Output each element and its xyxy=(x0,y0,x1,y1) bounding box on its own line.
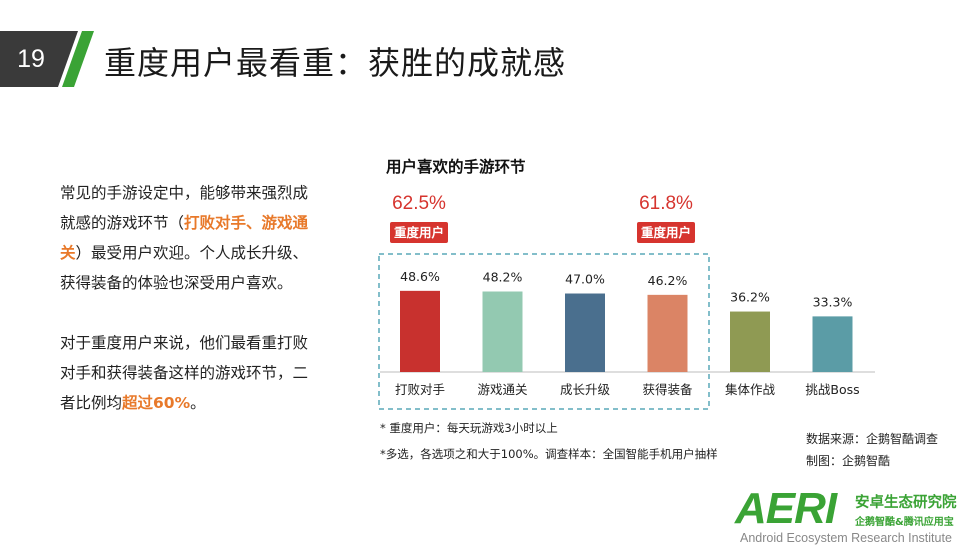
bar-value-label-5: 36.2% xyxy=(730,290,770,305)
note-multi-select: *多选，各选项之和大于100%。调查样本：全国智能手机用户抽样 xyxy=(380,447,718,461)
logo-cn-sub: 企鹅智酷&腾讯应用宝 xyxy=(855,517,954,528)
slide-title: 重度用户最看重：获胜的成就感 xyxy=(104,44,567,82)
bar-value-label-3: 47.0% xyxy=(565,272,605,287)
category-label-6: 挑战Boss xyxy=(805,382,859,397)
bar-value-label-1: 48.6% xyxy=(400,269,440,284)
category-label-2: 游戏通关 xyxy=(477,382,527,397)
data-source: 数据来源：企鹅智酷调查 xyxy=(806,432,939,446)
category-label-1: 打败对手 xyxy=(395,382,445,397)
chart-maker: 制图：企鹅智酷 xyxy=(806,454,891,468)
slide-number-badge: 19 xyxy=(0,31,94,87)
badge-shape xyxy=(0,31,94,87)
bar-value-label-6: 33.3% xyxy=(813,294,853,309)
p2-text-b: 。 xyxy=(190,394,206,412)
body-text: 常见的手游设定中，能够带来强烈成就感的游戏环节（打败对手、游戏通关）最受用户欢迎… xyxy=(60,178,320,448)
bar-3 xyxy=(565,293,605,372)
p1-text-a: 常见的手游设定中，能够带来强烈成就感的游戏环节（ xyxy=(60,184,309,232)
p2-highlight: 超过60% xyxy=(122,394,191,412)
category-label-4: 获得装备 xyxy=(642,382,693,397)
bar-2 xyxy=(482,291,523,372)
category-label-3: 成长升级 xyxy=(560,382,611,397)
bar-4 xyxy=(647,294,688,372)
highlight-box xyxy=(378,253,710,410)
p1-highlight: 打败对手、游戏通关 xyxy=(60,214,309,262)
logo-cn-name: 安卓生态研究院 xyxy=(855,495,957,511)
category-label-5: 集体作战 xyxy=(725,382,776,397)
bar-value-label-2: 48.2% xyxy=(483,270,523,285)
paragraph-1: 常见的手游设定中，能够带来强烈成就感的游戏环节（打败对手、游戏通关）最受用户欢迎… xyxy=(60,178,320,298)
slide-number: 19 xyxy=(17,45,45,73)
p1-text-b: ）最受用户欢迎。个人成长升级、获得装备的体验也深受用户喜欢。 xyxy=(60,244,309,292)
heavy-user-tag-1: 重度用户 xyxy=(390,222,448,243)
bar-value-label-4: 46.2% xyxy=(648,273,688,288)
logo-en-name: Android Ecosystem Research Institute xyxy=(740,531,952,545)
p2-text-a: 对于重度用户来说，他们最看重打败对手和获得装备这样的游戏环节，二者比例均 xyxy=(60,334,309,412)
note-heavy-user-definition: * 重度用户：每天玩游戏3小时以上 xyxy=(380,421,558,435)
aeri-logo: AERI xyxy=(735,484,837,533)
bar-1 xyxy=(400,290,440,372)
bar-6 xyxy=(812,316,853,372)
heavy-user-tag-2: 重度用户 xyxy=(637,222,695,243)
paragraph-2: 对于重度用户来说，他们最看重打败对手和获得装备这样的游戏环节，二者比例均超过60… xyxy=(60,328,320,418)
bar-5 xyxy=(730,311,770,372)
chart-title: 用户喜欢的手游环节 xyxy=(386,158,526,176)
heavy-user-value-2: 61.8% xyxy=(639,193,693,214)
heavy-user-value-1: 62.5% xyxy=(392,193,446,214)
